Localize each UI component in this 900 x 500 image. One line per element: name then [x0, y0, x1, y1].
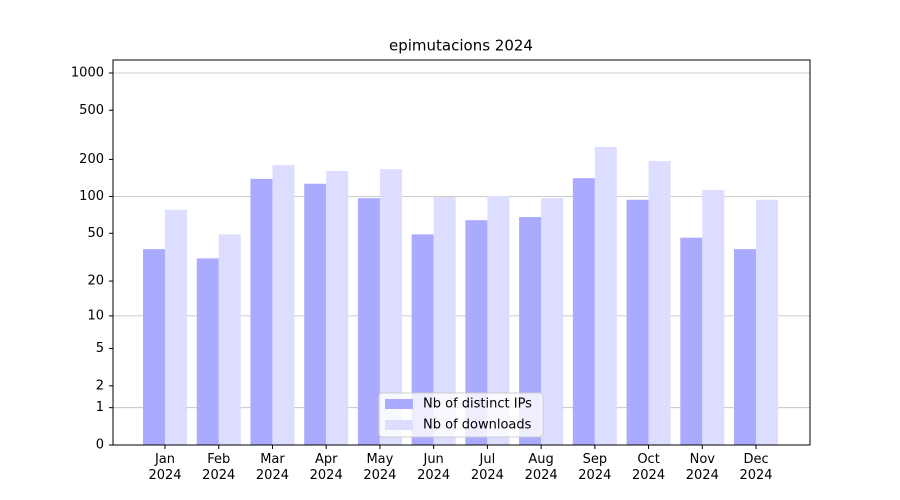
bar [357, 198, 380, 445]
x-tick-label: Jun 2024 [417, 452, 451, 483]
x-tick-label: May 2024 [363, 452, 397, 483]
bar [626, 199, 649, 445]
legend-swatch [385, 420, 413, 430]
bar [250, 178, 273, 446]
bar [734, 249, 757, 445]
y-tick-label: 5 [96, 341, 104, 356]
bar [572, 178, 595, 446]
bar [196, 258, 219, 445]
legend-label: Nb of distinct IPs [423, 397, 532, 412]
bar [702, 189, 725, 445]
y-tick-label: 1 [96, 400, 104, 415]
bar [379, 169, 402, 445]
x-tick-label: Mar 2024 [255, 452, 289, 483]
bars [143, 147, 779, 446]
y-tick-label: 10 [87, 308, 104, 323]
bar [272, 165, 295, 445]
bar [487, 195, 510, 445]
y-tick-label: 200 [79, 152, 104, 167]
bar [648, 161, 671, 445]
bar [680, 237, 703, 445]
bar [165, 209, 187, 445]
legend: Nb of distinct IPs Nb of downloads [378, 392, 544, 438]
bar [756, 199, 779, 445]
x-tick-label: Jul 2024 [470, 452, 504, 483]
bar [433, 197, 456, 445]
bar [541, 198, 564, 445]
chart-title: epimutacions 2024 [389, 37, 533, 55]
x-tick-label: Nov 2024 [685, 452, 719, 483]
x-tick-label: Sep 2024 [578, 452, 612, 483]
bar [143, 249, 165, 445]
bar [304, 183, 327, 445]
legend-label: Nb of downloads [423, 418, 532, 433]
y-tick-label: 2 [96, 378, 104, 393]
x-tick-label: Jan 2024 [148, 452, 182, 483]
bar [519, 217, 542, 445]
plot-frame [112, 59, 811, 446]
x-tick-label: Oct 2024 [632, 452, 666, 483]
bar [465, 220, 488, 445]
legend-swatch [385, 399, 413, 409]
legend-box [378, 392, 544, 438]
x-tick-label: Dec 2024 [739, 452, 773, 483]
bar [594, 147, 617, 445]
y-tick-label: 100 [79, 189, 104, 204]
y-tick-label: 20 [87, 274, 104, 289]
x-tick-label: Aug 2024 [524, 452, 558, 483]
y-tick-label: 50 [87, 226, 104, 241]
bar [218, 234, 241, 445]
bar [326, 171, 349, 445]
y-tick-label: 1000 [71, 65, 104, 80]
x-tick-label: Feb 2024 [202, 452, 236, 483]
y-tick-label: 500 [79, 103, 104, 118]
x-tick-label: Apr 2024 [309, 452, 343, 483]
bar [411, 234, 434, 445]
y-tick-label: 0 [96, 438, 104, 453]
